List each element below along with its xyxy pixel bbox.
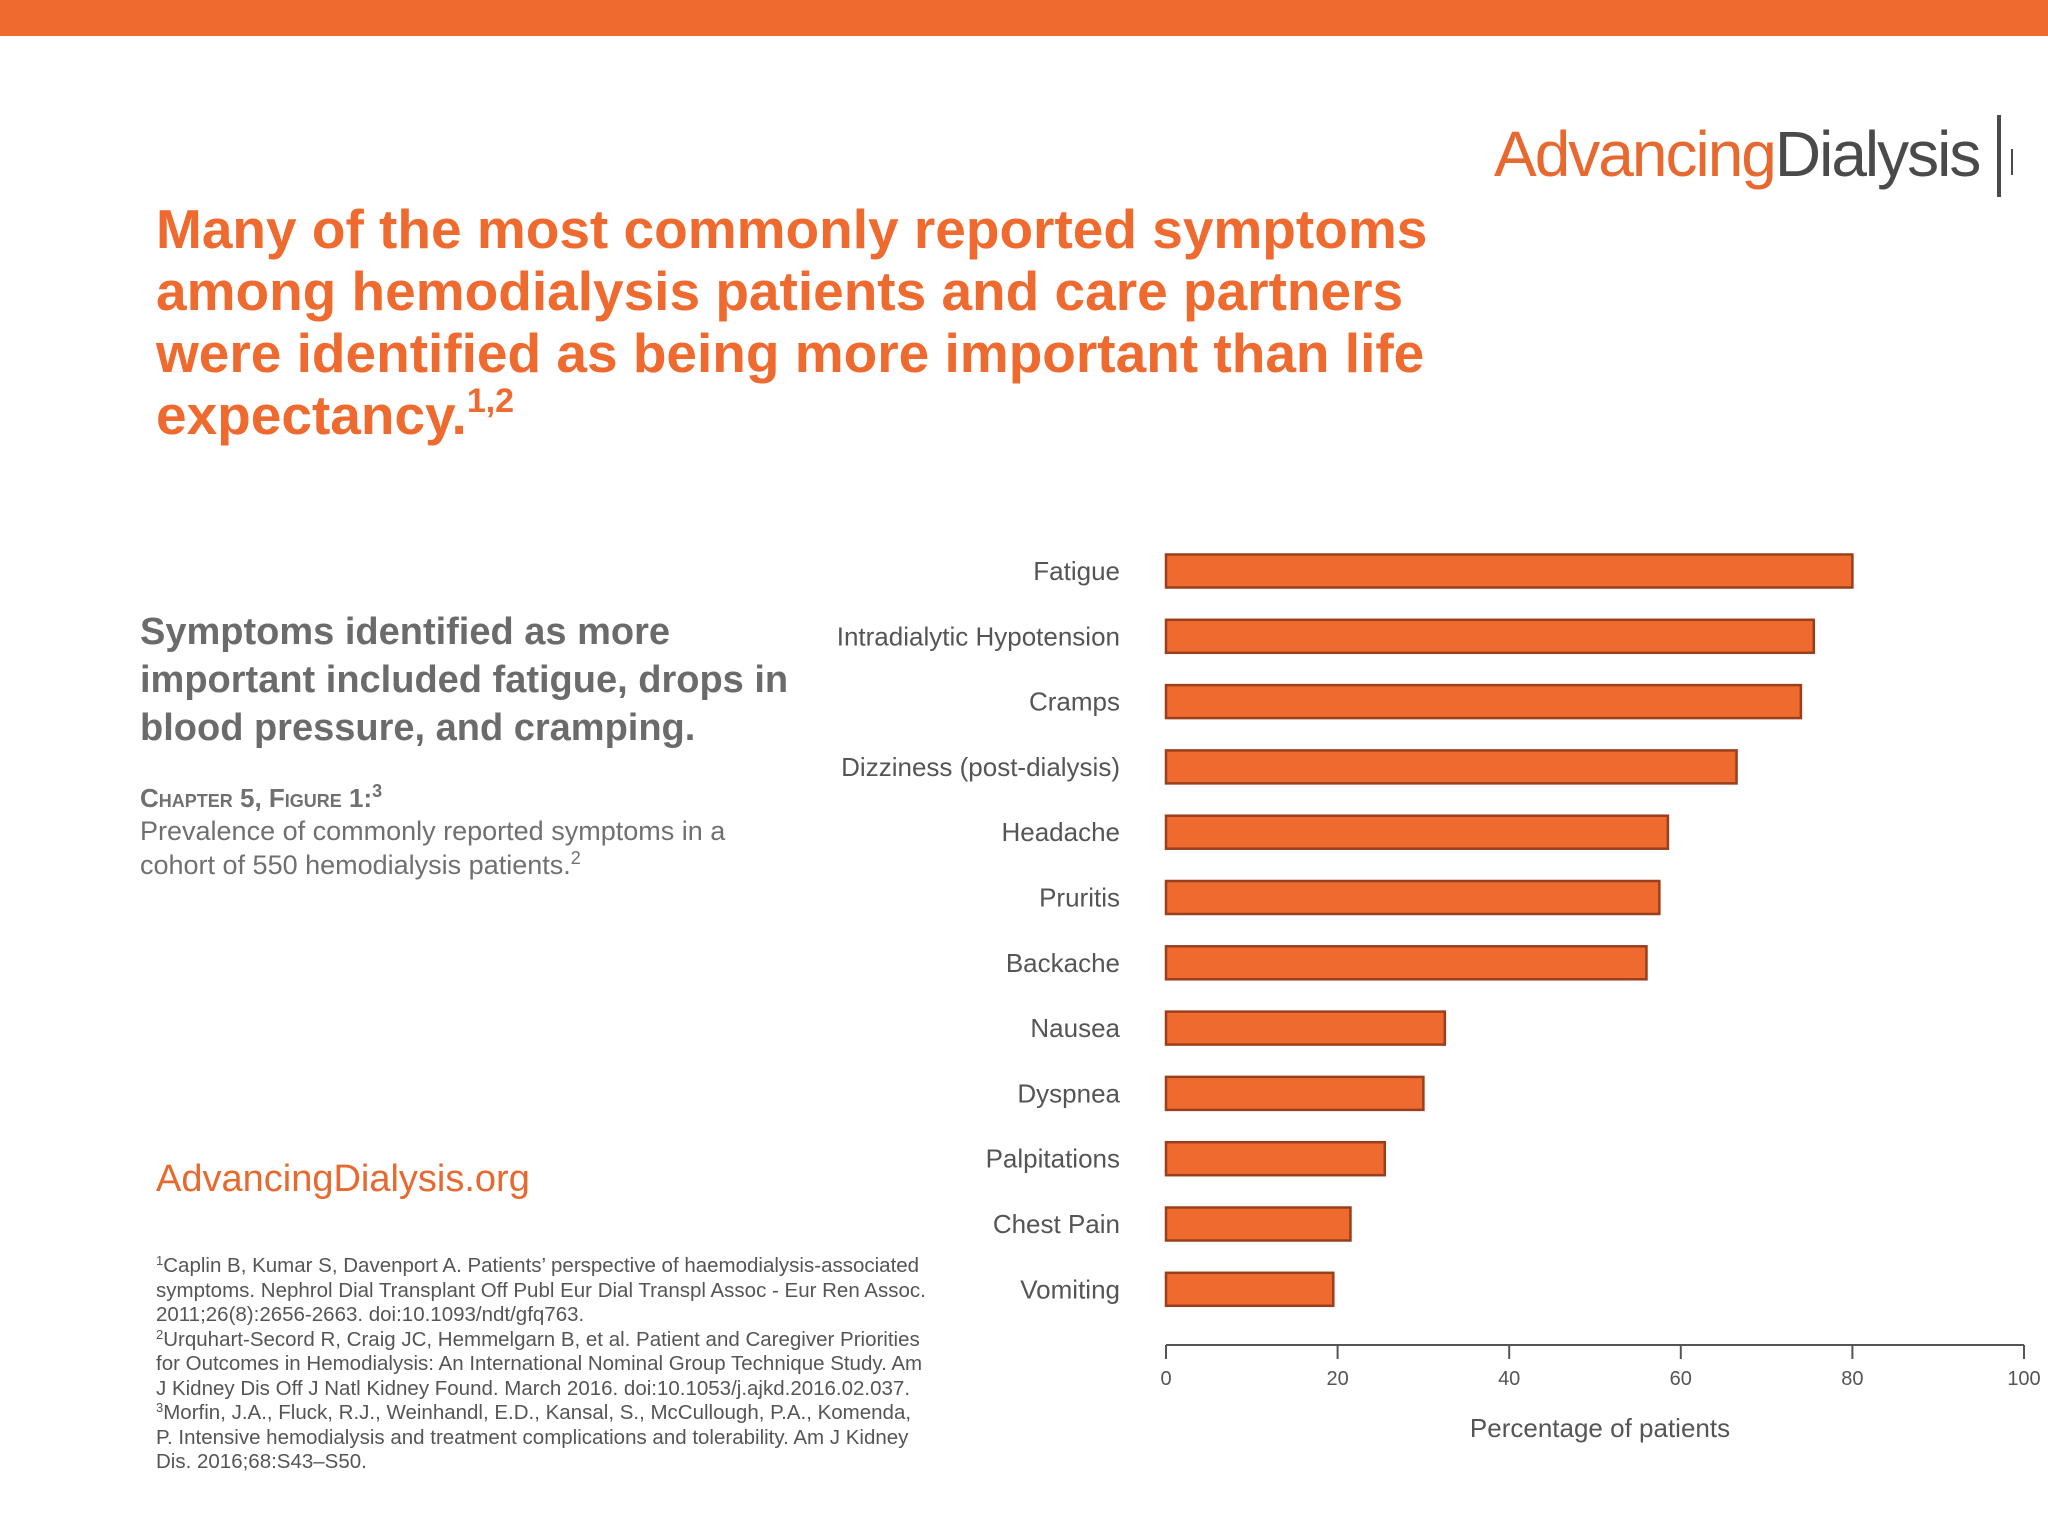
figure-caption-text: Prevalence of commonly reported symptoms… (140, 816, 726, 880)
category-label: Intradialytic Hypotension (837, 621, 1120, 651)
reference-number: 2 (156, 1326, 164, 1342)
reference-number: 3 (156, 1400, 164, 1415)
figure-caption-citation: 2 (570, 848, 581, 868)
logo-wordmark: AdvancingDialysis (1494, 122, 1981, 186)
category-label: Nausea (1030, 1013, 1120, 1043)
logo-word-advancing: Advancing (1494, 118, 1777, 190)
website-link[interactable]: AdvancingDialysis.org (156, 1158, 530, 1200)
bar-fatigue (1164, 553, 1854, 589)
bar-nausea (1164, 1010, 1447, 1046)
x-tick-label: 40 (1498, 1368, 1520, 1390)
bar-dyspnea (1164, 1075, 1425, 1112)
bar-pruritis (1164, 879, 1661, 916)
reference-item: 1Caplin B, Kumar S, Davenport A. Patient… (156, 1254, 926, 1328)
category-labels: Fatigue Intradialytic Hypotension Cramps Di… (837, 556, 1121, 1304)
references: 1Caplin B, Kumar S, Davenport A. Patient… (156, 1254, 926, 1475)
x-axis: 0 20 40 60 80 100 (1160, 1344, 2041, 1390)
category-label: Pruritis (1039, 883, 1120, 913)
bar-intradialytic-hypotension (1164, 618, 1816, 655)
bar-cramps (1164, 683, 1803, 720)
x-axis-title: Percentage of patients (1470, 1413, 1730, 1443)
x-tick-label: 0 (1160, 1368, 1171, 1390)
reference-text: Urquhart-Secord R, Craig JC, Hemmelgarn … (156, 1327, 923, 1400)
x-tick-label: 100 (2007, 1368, 2040, 1390)
category-label: Dizziness (post-dialysis) (841, 752, 1120, 782)
logo-bars-icon (1997, 109, 2027, 199)
reference-item: 3Morfin, J.A., Fluck, R.J., Weinhandl, E… (156, 1401, 926, 1475)
bar-palpitations (1164, 1140, 1387, 1177)
x-tick-label: 20 (1326, 1368, 1348, 1390)
category-label: Palpitations (986, 1144, 1120, 1174)
x-tick-label: 80 (1841, 1368, 1863, 1390)
figure-label-text: Chapter 5, Figure 1: (140, 783, 373, 813)
reference-text: Morfin, J.A., Fluck, R.J., Weinhandl, E.… (156, 1401, 912, 1473)
bar-chest-pain (1164, 1206, 1352, 1242)
bar-headache (1164, 814, 1670, 850)
figure-caption: Prevalence of commonly reported symptoms… (140, 814, 800, 882)
category-label: Fatigue (1033, 556, 1120, 586)
headline-citation: 1,2 (466, 382, 515, 420)
headline-text: Many of the most commonly reported sympt… (156, 198, 1428, 446)
top-accent-bar (0, 0, 2048, 36)
figure-label-citation: 3 (372, 781, 383, 801)
bar-dizziness-post-dialysis (1164, 749, 1738, 785)
figure-label: Chapter 5, Figure 1:3 (140, 782, 382, 814)
x-tick-label: 60 (1670, 1368, 1692, 1390)
headline: Many of the most commonly reported sympt… (156, 198, 1456, 446)
advancing-dialysis-logo: AdvancingDialysis (1494, 106, 2027, 202)
category-label: Dyspnea (1017, 1078, 1120, 1108)
reference-number: 1 (156, 1253, 164, 1268)
category-label: Headache (1001, 817, 1120, 847)
category-label: Cramps (1029, 687, 1120, 717)
bar-vomiting (1164, 1271, 1335, 1308)
logo-word-dialysis: Dialysis (1774, 118, 1981, 190)
key-takeaway: Symptoms identified as more important in… (140, 611, 789, 749)
reference-item: 2Urquhart-Secord R, Craig JC, Hemmelgarn… (156, 1328, 926, 1402)
category-label: Vomiting (1020, 1274, 1120, 1304)
category-label: Chest Pain (993, 1209, 1120, 1239)
bar-group (1164, 553, 1854, 1308)
bar-backache (1164, 945, 1648, 981)
category-label: Backache (1006, 948, 1120, 978)
reference-text: Caplin B, Kumar S, Davenport A. Patients… (156, 1254, 926, 1326)
